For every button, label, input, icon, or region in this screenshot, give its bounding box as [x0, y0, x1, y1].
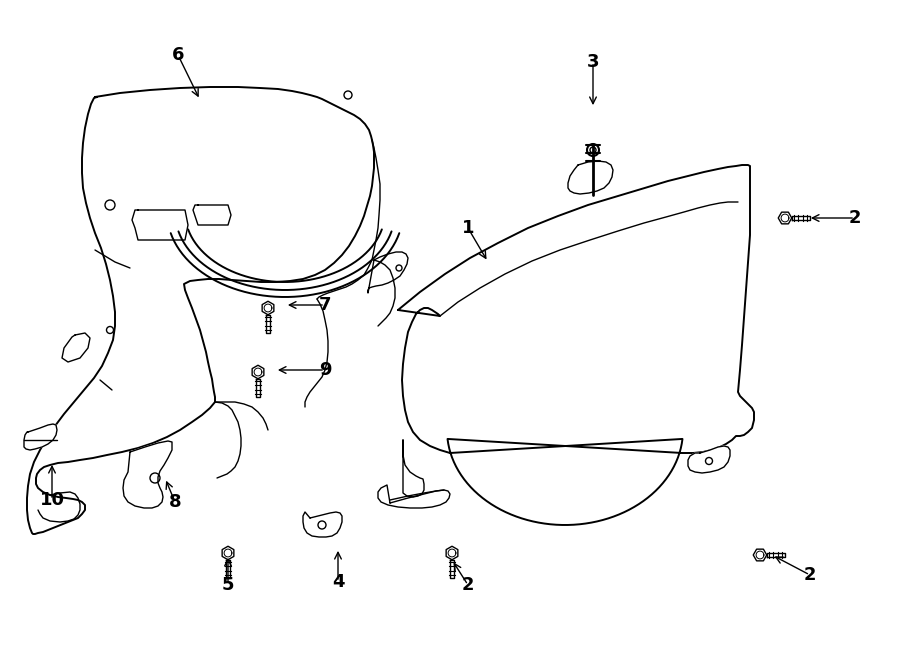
Polygon shape	[266, 315, 271, 332]
Text: 8: 8	[168, 493, 181, 511]
Polygon shape	[226, 559, 230, 578]
Text: 10: 10	[40, 491, 65, 509]
Polygon shape	[568, 161, 613, 194]
Polygon shape	[403, 440, 424, 497]
Text: 9: 9	[319, 361, 331, 379]
Polygon shape	[303, 512, 342, 537]
Text: 7: 7	[319, 296, 331, 314]
Polygon shape	[24, 424, 57, 450]
Polygon shape	[446, 546, 458, 560]
Polygon shape	[262, 301, 274, 315]
Polygon shape	[378, 485, 450, 508]
Polygon shape	[398, 165, 754, 525]
Polygon shape	[767, 553, 785, 557]
Polygon shape	[791, 215, 810, 221]
Polygon shape	[449, 559, 454, 578]
Text: 2: 2	[804, 566, 816, 584]
Polygon shape	[778, 212, 792, 224]
Text: 2: 2	[849, 209, 861, 227]
Text: 4: 4	[332, 573, 344, 591]
Text: 2: 2	[462, 576, 474, 594]
Text: 5: 5	[221, 576, 234, 594]
Text: 1: 1	[462, 219, 474, 237]
Polygon shape	[688, 446, 730, 473]
Polygon shape	[123, 441, 172, 508]
Text: 3: 3	[587, 53, 599, 71]
Text: 6: 6	[172, 46, 184, 64]
Polygon shape	[368, 252, 408, 293]
Polygon shape	[27, 87, 374, 534]
Polygon shape	[252, 366, 264, 379]
Polygon shape	[256, 379, 260, 397]
Polygon shape	[753, 549, 767, 561]
Polygon shape	[222, 546, 234, 560]
